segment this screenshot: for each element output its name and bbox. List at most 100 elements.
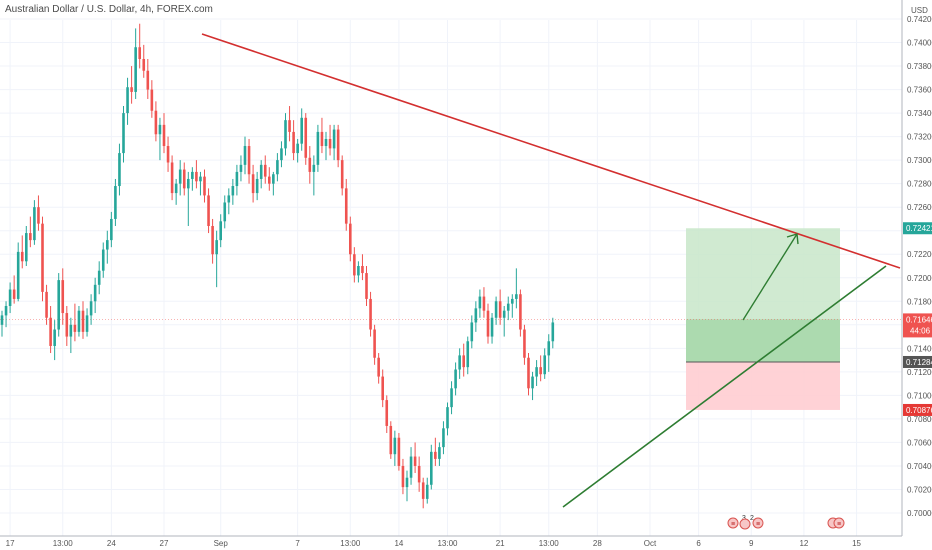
- candle: [4, 301, 8, 328]
- candle: [49, 305, 52, 354]
- candle: [235, 164, 239, 196]
- candle-body: [207, 195, 210, 227]
- candle: [393, 430, 397, 466]
- candle-body: [138, 47, 141, 59]
- candle: [81, 301, 85, 339]
- candle-body: [284, 120, 287, 149]
- projection-arrow[interactable]: [742, 233, 799, 321]
- candle: [551, 317, 555, 349]
- candle: [69, 317, 73, 354]
- candle-body: [178, 169, 182, 184]
- candle-body: [531, 376, 534, 389]
- event-flag-icon[interactable]: ≡: [833, 517, 845, 529]
- candle: [146, 58, 150, 99]
- candle-body: [150, 89, 154, 111]
- economic-events[interactable]: ≡ 3 2 ≡ ≡: [727, 515, 845, 530]
- candle-body: [142, 58, 146, 71]
- candle: [336, 124, 340, 168]
- time-tick: 27: [160, 539, 169, 548]
- candle-body: [106, 240, 109, 250]
- candle-body: [357, 266, 360, 276]
- candle: [328, 124, 332, 156]
- candle-body: [478, 296, 482, 309]
- resistance-trendline[interactable]: [201, 33, 901, 269]
- candle-body: [126, 87, 129, 114]
- stop-loss-zone[interactable]: [686, 361, 840, 410]
- candle-body: [89, 301, 93, 316]
- candle: [377, 353, 380, 384]
- candle: [158, 117, 162, 161]
- candle-body: [539, 367, 542, 375]
- candle: [138, 23, 141, 69]
- candle-body: [523, 329, 526, 358]
- bar-countdown-label: 44:06: [910, 326, 931, 335]
- candle: [344, 178, 348, 231]
- candle: [276, 153, 279, 182]
- candle: [223, 195, 227, 229]
- candle: [268, 167, 271, 191]
- svg-text:≡: ≡: [837, 521, 841, 528]
- candle: [430, 444, 433, 490]
- candle-body: [110, 218, 113, 241]
- candle: [272, 171, 275, 196]
- candle-body: [122, 113, 125, 154]
- event-flag-icon[interactable]: ≡: [752, 517, 764, 529]
- candle-body: [462, 355, 465, 368]
- candle: [231, 178, 235, 205]
- candle-body: [547, 341, 551, 356]
- candle: [89, 294, 93, 325]
- candle: [187, 171, 190, 227]
- candle-body: [296, 143, 299, 154]
- candle: [511, 294, 514, 318]
- candle: [134, 28, 137, 99]
- candle-body: [235, 171, 239, 187]
- candle: [434, 437, 437, 466]
- candle: [61, 268, 65, 325]
- candle: [126, 77, 129, 125]
- svg-text:≡: ≡: [756, 521, 760, 528]
- support-trendline[interactable]: [562, 265, 887, 508]
- candle: [166, 136, 170, 172]
- candle: [199, 171, 202, 196]
- candle: [20, 235, 24, 269]
- event-flag-icon[interactable]: [739, 518, 751, 530]
- candle-body: [158, 124, 162, 135]
- candle-body: [223, 202, 227, 222]
- candle-body: [336, 129, 340, 161]
- candle: [93, 277, 97, 314]
- candle-body: [417, 465, 421, 483]
- candle: [255, 171, 259, 201]
- long-position-tool[interactable]: [686, 228, 840, 410]
- candle: [332, 124, 336, 161]
- candle-body: [494, 301, 498, 318]
- candle: [41, 216, 44, 302]
- candle-body: [381, 376, 384, 401]
- candle: [45, 284, 48, 325]
- event-flag-icon[interactable]: ≡: [727, 517, 739, 529]
- stop-price-label: 0.70876: [906, 406, 932, 415]
- candle-body: [482, 296, 486, 311]
- candle: [251, 164, 255, 203]
- time-tick: 24: [107, 539, 116, 548]
- candle-body: [312, 164, 316, 172]
- candle: [482, 287, 486, 318]
- candle: [523, 324, 526, 365]
- candle-body: [263, 164, 267, 177]
- candle-body: [506, 303, 510, 311]
- candle: [215, 230, 218, 288]
- target-zone[interactable]: [686, 228, 840, 362]
- candle: [340, 155, 344, 196]
- price-axis[interactable]: USD 0.742000.740000.738000.736000.734000…: [901, 0, 932, 536]
- candle-body: [69, 324, 73, 337]
- time-tick: 14: [394, 539, 403, 548]
- candle-body: [373, 329, 376, 358]
- time-axis[interactable]: 17 13:00 24 27 Sep 7 13:00 14 13:00 21 13:00 28 Oct 6…: [0, 535, 902, 548]
- candle: [191, 167, 194, 191]
- candle: [442, 421, 445, 455]
- candle-body: [466, 341, 470, 368]
- candle-body: [425, 484, 429, 499]
